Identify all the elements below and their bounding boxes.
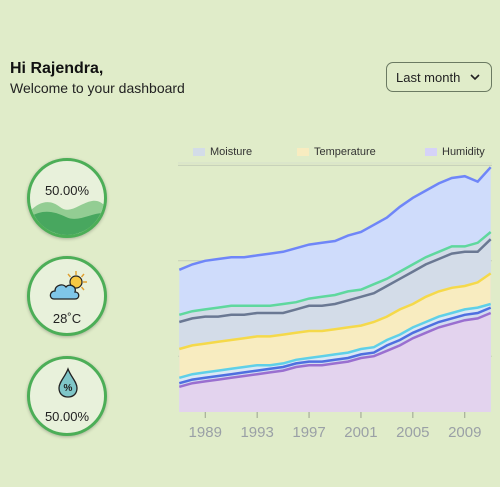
- wave-fill-icon: [30, 200, 104, 235]
- humidity-card[interactable]: % 50.00%: [27, 356, 107, 436]
- period-select[interactable]: Last month: [386, 62, 492, 92]
- temperature-card[interactable]: 28˚C: [27, 256, 107, 336]
- legend-swatch: [425, 148, 437, 156]
- legend-swatch: [297, 148, 309, 156]
- area-line: [178, 272, 492, 351]
- area-line: [178, 311, 492, 389]
- svg-text:%: %: [64, 383, 73, 394]
- x-tick-label: 1997: [292, 424, 325, 441]
- chevron-down-icon: [470, 74, 480, 81]
- legend-label: Temperature: [314, 146, 376, 158]
- period-select-value: Last month: [396, 69, 461, 85]
- humidity-value: 50.00%: [44, 409, 90, 424]
- greeting-subtitle: Welcome to your dashboard: [10, 80, 185, 96]
- x-tick-label: 1993: [240, 424, 273, 441]
- moisture-card[interactable]: 50.00%: [27, 158, 107, 238]
- area-line: [178, 238, 492, 324]
- legend-item-moisture[interactable]: Moisture: [193, 146, 252, 158]
- greeting: Hi Rajendra, Welcome to your dashboard: [10, 60, 185, 97]
- moisture-value: 50.00%: [44, 183, 90, 198]
- legend-label: Humidity: [442, 146, 485, 158]
- partly-cloudy-icon: [49, 271, 87, 300]
- temperature-value: 28˚C: [52, 311, 82, 326]
- legend-item-humidity[interactable]: Humidity: [425, 146, 485, 158]
- water-drop-percent-icon: %: [58, 367, 78, 398]
- x-tick-label: 2005: [396, 424, 429, 441]
- x-tick-label: 2009: [448, 424, 481, 441]
- legend-label: Moisture: [210, 146, 253, 158]
- greeting-title: Hi Rajendra,: [10, 60, 104, 77]
- area-line: [178, 306, 492, 385]
- x-tick-label: 1989: [189, 424, 222, 441]
- legend-item-temperature[interactable]: Temperature: [297, 146, 376, 158]
- area-fill: [179, 313, 491, 412]
- area-line: [178, 166, 492, 271]
- legend-swatch: [193, 148, 205, 156]
- area-line: [178, 231, 492, 317]
- x-tick-label: 2001: [344, 424, 377, 441]
- area-line: [178, 302, 492, 380]
